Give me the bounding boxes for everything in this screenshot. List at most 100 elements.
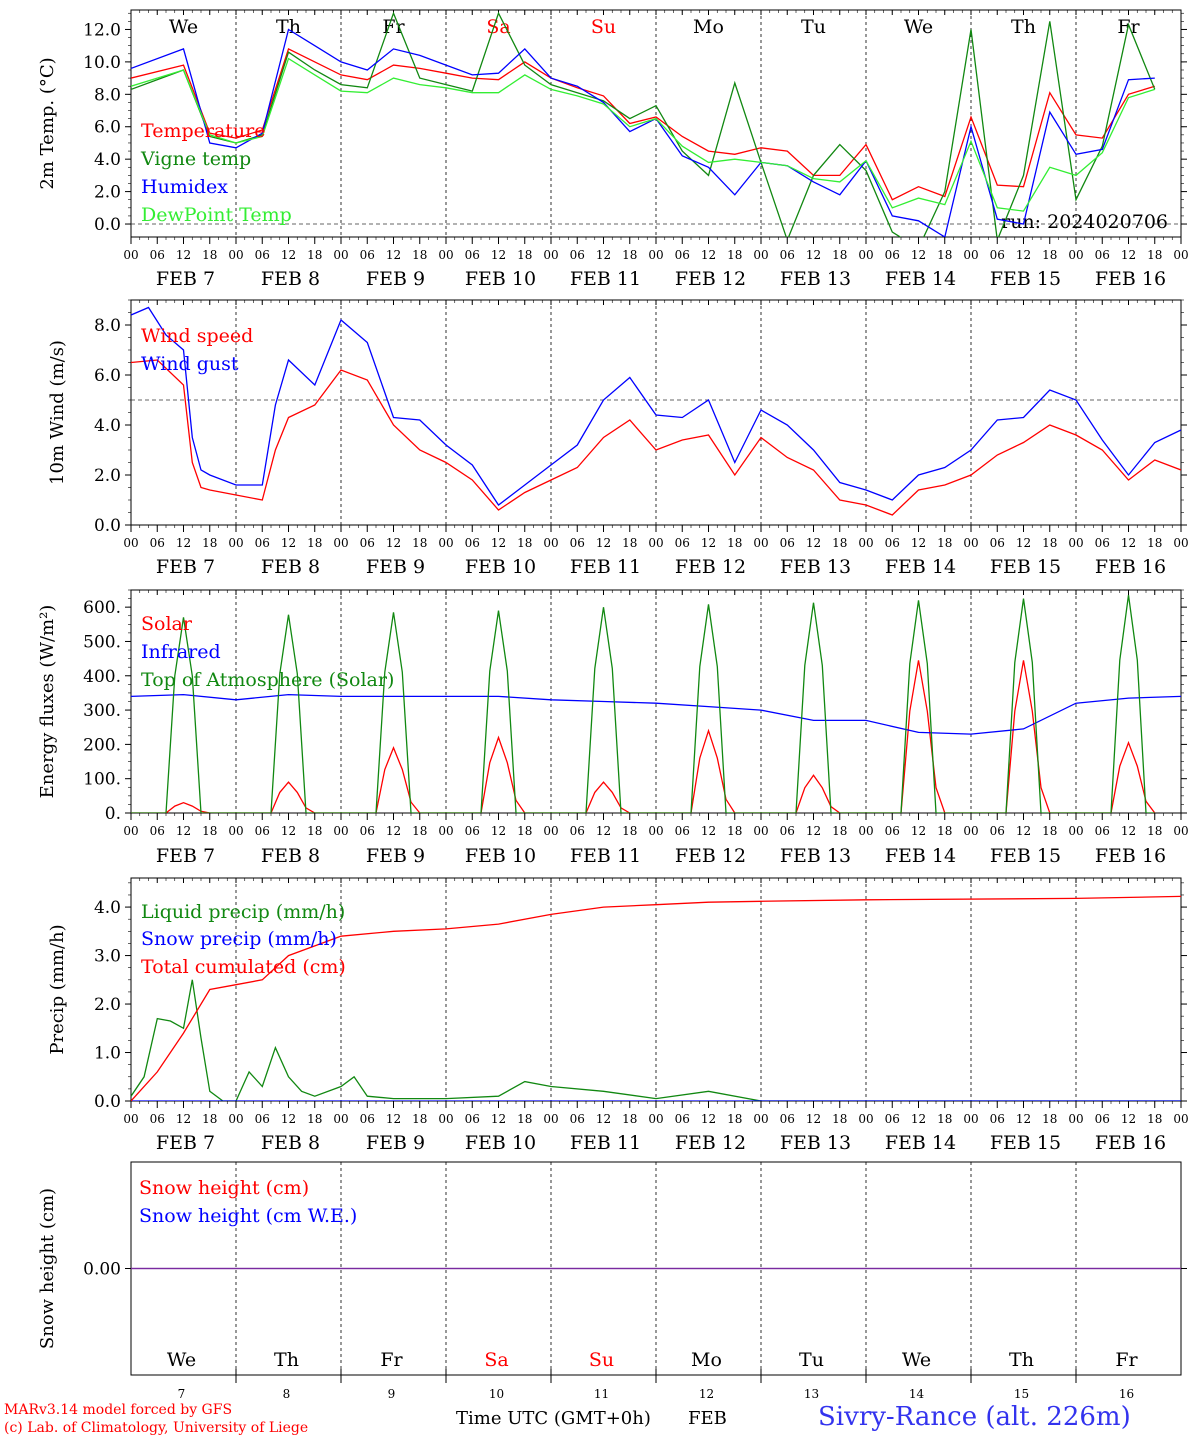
hour-tick-label: 00: [1173, 248, 1188, 262]
weekday-label: Mo: [691, 1349, 722, 1371]
hour-tick-label: 06: [885, 1112, 900, 1126]
hour-tick-label: 12: [1016, 824, 1031, 838]
hour-tick-label: 00: [333, 824, 348, 838]
credit-line-1: MARv3.14 model forced by GFS: [4, 1402, 233, 1418]
series-line-infrared: [131, 693, 1181, 735]
hour-tick-label: 00: [1173, 824, 1188, 838]
series-line-wind-speed: [131, 359, 1181, 516]
y-tick-label: 2.0: [94, 466, 121, 486]
legend-entry: Humidex: [141, 176, 228, 198]
weekday-label: Th: [1009, 1349, 1034, 1371]
weekday-label: Th: [1011, 16, 1036, 38]
hour-tick-label: 00: [1173, 1112, 1188, 1126]
hour-tick-label: 06: [780, 824, 795, 838]
weekday-label: Th: [274, 1349, 299, 1371]
weekday-label: We: [902, 1349, 931, 1371]
hour-tick-label: 00: [123, 536, 138, 550]
hour-tick-label: 06: [885, 248, 900, 262]
legend-entry: Snow precip (mm/h): [141, 928, 337, 950]
hour-tick-label: 18: [937, 1112, 952, 1126]
legend-entry: Snow height (cm): [139, 1177, 309, 1199]
hour-tick-label: 06: [885, 824, 900, 838]
hour-tick-label: 06: [465, 536, 480, 550]
legend-entry: DewPoint Temp: [141, 204, 292, 226]
hour-tick-label: 12: [806, 248, 821, 262]
hour-tick-label: 00: [333, 536, 348, 550]
hour-tick-label: 00: [963, 536, 978, 550]
y-tick-label: 4.0: [94, 898, 121, 918]
day-number: 16: [1119, 1387, 1134, 1401]
hour-tick-label: 06: [675, 824, 690, 838]
hour-tick-label: 06: [255, 536, 270, 550]
hour-tick-label: 18: [1147, 248, 1162, 262]
series-line-wind-gust: [131, 306, 1181, 506]
panel-3: 00 06 12 18 00 06 12 18 00 06 12 18 00 06 12 18 00 06 12 18…: [37, 589, 1189, 867]
y-tick-label: 0.0: [94, 1092, 121, 1112]
date-label: FEB 10: [465, 556, 536, 578]
date-label: FEB 8: [261, 268, 320, 290]
hour-tick-label: 06: [675, 536, 690, 550]
hour-tick-label: 00: [123, 1112, 138, 1126]
date-label: FEB 7: [156, 268, 215, 290]
hour-tick-label: 18: [202, 1112, 217, 1126]
hour-tick-label: 06: [1095, 824, 1110, 838]
hour-tick-label: 00: [543, 824, 558, 838]
panel-5: 0.00 Snow height (cm) Snow height (cm) Snow…: [37, 1161, 1187, 1401]
date-label: FEB 16: [1095, 1132, 1166, 1154]
hour-tick-label: 18: [832, 1112, 847, 1126]
day-number: 14: [909, 1387, 925, 1401]
date-label: FEB 12: [675, 556, 746, 578]
date-label: FEB 7: [156, 845, 215, 867]
hour-tick-label: 12: [911, 248, 926, 262]
date-label: FEB 12: [675, 845, 746, 867]
hour-tick-label: 06: [360, 536, 375, 550]
weekday-label: Th: [276, 16, 301, 38]
hour-tick-label: 12: [596, 536, 611, 550]
hour-tick-label: 12: [911, 536, 926, 550]
series-line-total-cumulated-cm-: [131, 895, 1181, 1101]
hour-tick-label: 00: [333, 248, 348, 262]
date-label: FEB 13: [780, 845, 851, 867]
day-number: 12: [699, 1387, 714, 1401]
hour-tick-label: 06: [465, 824, 480, 838]
hour-tick-label: 06: [780, 536, 795, 550]
hour-tick-label: 18: [202, 248, 217, 262]
hour-tick-label: 00: [648, 824, 663, 838]
hour-tick-label: 00: [963, 248, 978, 262]
hour-tick-label: 00: [543, 1112, 558, 1126]
hour-tick-label: 18: [307, 248, 322, 262]
hour-tick-label: 18: [412, 824, 427, 838]
y-tick-label: 500.: [83, 632, 121, 652]
hour-tick-label: 00: [858, 536, 873, 550]
hour-tick-label: 12: [386, 1112, 401, 1126]
hour-tick-label: 00: [753, 248, 768, 262]
y-tick-label: 3.0: [94, 947, 121, 967]
hour-tick-label: 00: [648, 536, 663, 550]
hour-tick-label: 00: [858, 824, 873, 838]
hour-tick-label: 06: [360, 824, 375, 838]
hour-tick-label: 06: [675, 1112, 690, 1126]
y-tick-label: 4.0: [94, 416, 121, 436]
hour-tick-label: 12: [1121, 536, 1136, 550]
y-tick-label: 12.0: [83, 20, 121, 40]
series-line-solar: [131, 660, 1156, 813]
date-label: FEB 9: [366, 845, 425, 867]
date-label: FEB 15: [990, 1132, 1061, 1154]
y-tick-label: 300.: [83, 701, 121, 721]
y-tick-label: 600.: [83, 598, 121, 618]
hour-tick-label: 12: [386, 824, 401, 838]
legend-entry: Liquid precip (mm/h): [141, 901, 345, 923]
y-tick-label: 400.: [83, 667, 121, 687]
y-tick-label: 6.0: [94, 366, 121, 386]
hour-tick-label: 12: [1121, 1112, 1136, 1126]
date-label: FEB 10: [465, 845, 536, 867]
hour-tick-label: 12: [281, 248, 296, 262]
date-label: FEB 16: [1095, 556, 1166, 578]
y-axis-label: Snow height (cm): [37, 1188, 58, 1349]
hour-tick-label: 06: [570, 536, 585, 550]
hour-tick-label: 18: [307, 824, 322, 838]
y-tick-label: 200.: [83, 735, 121, 755]
legend-entry: Vigne temp: [140, 148, 251, 170]
hour-tick-label: 12: [491, 536, 506, 550]
hour-tick-label: 12: [1016, 1112, 1031, 1126]
